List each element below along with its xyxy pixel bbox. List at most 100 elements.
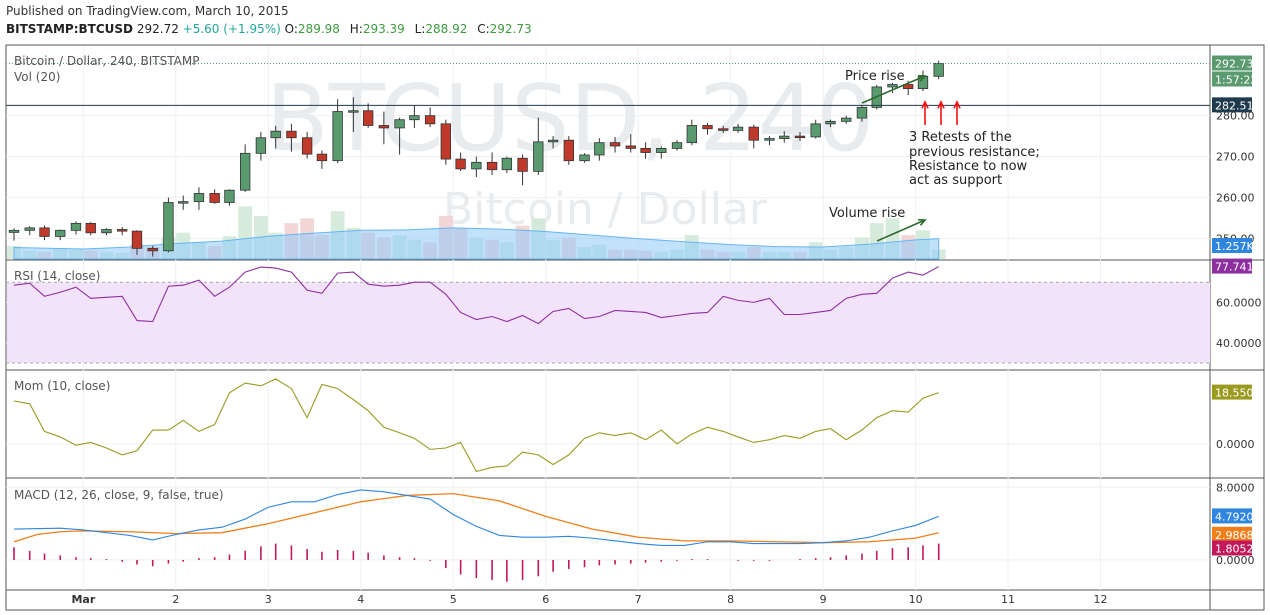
candle-body (856, 107, 868, 119)
candle-body (625, 145, 636, 149)
price-change: +5.60 (+1.95%) (182, 22, 281, 36)
macd-value-label: 4.7920 (1215, 510, 1254, 523)
candle-body (55, 229, 66, 237)
candle-body (394, 119, 405, 129)
low-label: L: (414, 22, 426, 36)
candle-body (131, 230, 143, 249)
macd-signal-line (13, 492, 939, 544)
candle-body (193, 193, 205, 203)
candle-body (764, 138, 775, 141)
close-value: 292.73 (489, 22, 532, 36)
x-tick-label: 8 (727, 593, 734, 606)
candle-body (609, 142, 621, 147)
last-price-label: 292.73 (1215, 57, 1254, 70)
open-label: O: (284, 22, 298, 36)
candle-body (547, 139, 559, 143)
y-tick-label: 60.0000 (1216, 296, 1262, 309)
candle-body (702, 125, 713, 130)
candle-body (8, 229, 20, 233)
volume-rise-arrow-head (917, 218, 927, 226)
candle-body (348, 110, 359, 113)
mom-title: Mom (10, close) (14, 379, 110, 393)
candle-body (39, 227, 50, 237)
candle-body (101, 229, 112, 234)
rsi-value-label: 77.7418 (1215, 261, 1261, 274)
retests-note-line2: previous resistance; (909, 145, 1040, 160)
y-tick-label: 280.00 (1216, 110, 1255, 123)
candle-body (718, 128, 729, 131)
candle-body (825, 120, 836, 125)
last-price: 292.72 (136, 22, 179, 36)
candle-body (656, 148, 667, 153)
candle-body (686, 125, 697, 144)
retests-note-line1: 3 Retests of the (909, 130, 1012, 145)
published-line: Published on TradingView.com, March 10, … (6, 4, 289, 18)
candle-body (85, 222, 96, 234)
panel-frames (5, 44, 1265, 611)
volume-rise-note: Volume rise (829, 206, 905, 221)
candle-body (332, 111, 343, 162)
hist-value-label-box (1212, 540, 1252, 556)
candle-body (517, 157, 528, 172)
y-tick-label: 0.0000 (1216, 554, 1255, 567)
watermark-name: Bitcoin / Dollar (443, 184, 768, 235)
candle-body (563, 139, 574, 162)
candle-body (471, 161, 482, 170)
high-label: H: (349, 22, 363, 36)
candle-body (501, 157, 513, 171)
candle-body (486, 161, 498, 171)
rsi-line (13, 266, 939, 325)
retests-note-line4: act as support (909, 173, 1002, 188)
candle-body (70, 222, 82, 231)
candle-body (748, 126, 759, 141)
y-tick-label: 0.0000 (1216, 438, 1255, 451)
resistance-label: 282.51 (1215, 99, 1254, 112)
candles[interactable] (8, 60, 944, 257)
chart-border (5, 44, 1265, 611)
resistance-label-box (1212, 97, 1252, 113)
retests-note-line3: Resistance to now (909, 159, 1028, 174)
retest-arrow-2-head (937, 100, 945, 109)
rsi-title: RSI (14, close) (14, 269, 100, 283)
candle-body (147, 247, 158, 252)
momentum-line (13, 378, 939, 473)
candle-body (794, 135, 806, 139)
volume-title: Vol (20) (14, 70, 60, 84)
x-tick-label: 7 (635, 593, 642, 606)
macd-title: MACD (12, 26, close, 9, false, true) (14, 488, 224, 502)
symbol-name[interactable]: BITSTAMP:BTCUSD (6, 22, 134, 36)
candle-body (903, 84, 914, 89)
mom-value-label-box (1212, 384, 1252, 400)
x-tick-label: 5 (450, 593, 457, 606)
candle-body (409, 115, 420, 121)
candle-body (378, 125, 390, 129)
candle-body (239, 152, 251, 191)
signal-value-label: 2.9868 (1215, 529, 1254, 542)
retest-arrow-1-head (921, 100, 929, 109)
indicator-lines (6, 62, 1210, 546)
candle-body (424, 115, 436, 125)
low-value: 288.92 (425, 22, 468, 36)
x-tick-label: 10 (909, 593, 923, 606)
candle-body (640, 148, 651, 153)
hist-value-label: 1.8052 (1215, 542, 1254, 555)
candle-body (286, 130, 297, 139)
volume-rise-arrow (876, 219, 926, 242)
candle-body (779, 135, 790, 139)
countdown-label-box (1212, 71, 1252, 87)
x-tick-label: 12 (1094, 593, 1108, 606)
last-price-label-box (1212, 55, 1252, 71)
candle-body (117, 229, 128, 232)
close-label: C: (477, 22, 490, 36)
price-labels: 292.73 1:57:22 282.51 1.257K 77.7418 18.5500 4… (1212, 55, 1261, 556)
candle-body (841, 117, 852, 122)
price-rise-arrow-head (917, 74, 927, 82)
candle-body (671, 142, 683, 149)
candle-body (163, 202, 174, 252)
candle-body (224, 189, 235, 203)
x-tick-label: 2 (172, 593, 179, 606)
volume-label-box (1212, 238, 1252, 253)
axis-ticks: Mar23456789101112250.00260.00270.00280.0… (71, 110, 1261, 606)
y-tick-label: 260.00 (1216, 192, 1255, 205)
